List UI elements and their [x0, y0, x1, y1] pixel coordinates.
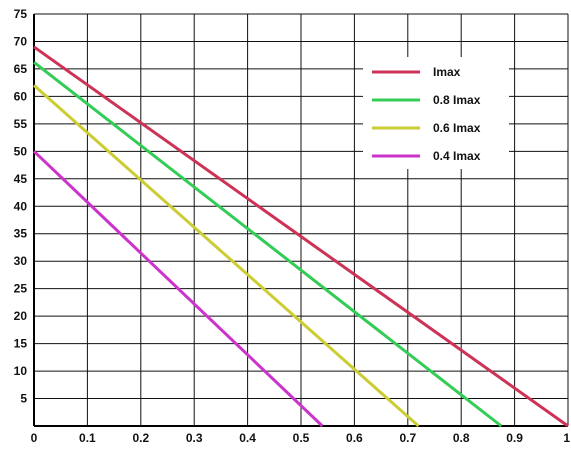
axes [33, 14, 568, 427]
grid [33, 13, 569, 426]
x-tick-label-5: 0.5 [293, 431, 310, 445]
legend: Imax 0.8 Imax 0.6 Imax 0.4 Imax [363, 57, 509, 169]
y-tick-label-12: 65 [14, 62, 28, 76]
y-tick-label-4: 25 [14, 282, 28, 296]
x-tick-label-2: 0.2 [132, 431, 149, 445]
legend-label-1: 0.8 Imax [433, 93, 481, 107]
x-tick-label-6: 0.6 [346, 431, 363, 445]
x-tick-label-7: 0.7 [399, 431, 416, 445]
series-line-0 [33, 45, 569, 428]
x-tick-label-9: 0.9 [506, 431, 523, 445]
y-tick-label-13: 70 [14, 34, 28, 48]
x-tick-label-4: 0.4 [239, 431, 256, 445]
y-tick-label-0: 5 [20, 392, 27, 406]
series-line-3 [32, 150, 324, 428]
legend-label-0: Imax [433, 65, 461, 79]
legend-box [363, 57, 509, 169]
y-tick-label-14: 75 [14, 7, 28, 21]
x-tick-label-3: 0.3 [186, 431, 203, 445]
legend-label-3: 0.4 Imax [433, 149, 481, 163]
y-tick-label-10: 55 [14, 117, 28, 131]
x-tick-label-0: 0 [31, 431, 38, 445]
tick-labels: 5 10 15 20 25 30 35 40 45 50 55 60 65 70 75 0 0.1 0.2 0.3 0… [14, 7, 571, 445]
x-tick-label-10: 1 [563, 431, 570, 445]
y-tick-label-7: 40 [14, 199, 28, 213]
y-tick-label-1: 10 [14, 364, 28, 378]
x-tick-label-1: 0.1 [79, 431, 96, 445]
y-tick-label-6: 35 [14, 227, 28, 241]
series-line-2 [33, 84, 420, 428]
y-tick-label-3: 20 [14, 309, 28, 323]
y-tick-label-5: 30 [14, 254, 28, 268]
y-tick-label-8: 45 [14, 172, 28, 186]
x-tick-label-8: 0.8 [453, 431, 470, 445]
y-tick-label-11: 60 [14, 89, 28, 103]
series-layer [32, 45, 569, 428]
legend-label-2: 0.6 Imax [433, 121, 481, 135]
y-tick-label-2: 15 [14, 337, 28, 351]
y-tick-label-9: 50 [14, 144, 28, 158]
series-line-1 [33, 61, 503, 428]
